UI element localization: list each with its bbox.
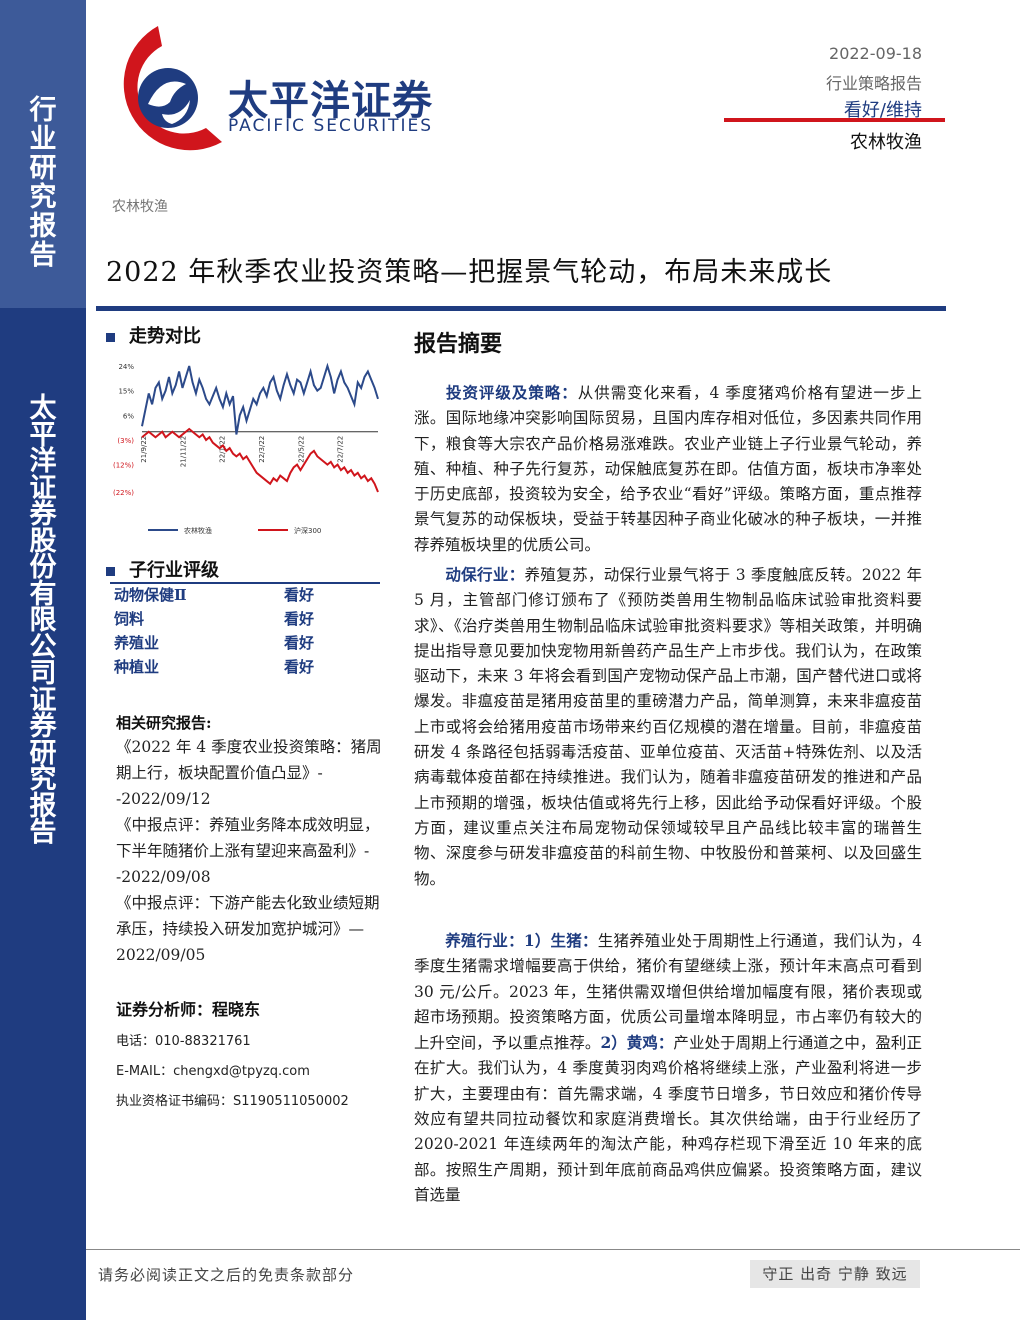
summary-title: 报告摘要	[414, 331, 503, 357]
legend-label: 农林牧渔	[184, 526, 212, 535]
rating-row-name: 种植业	[114, 658, 160, 676]
paragraph-text: 产业处于周期上行通道之中，盈利正在扩大。我们认为，4 季度黄羽肉鸡价格将继续上涨…	[414, 1034, 922, 1204]
footer-disclaimer: 请务必阅读正文之后的免责条款部分	[98, 1266, 355, 1284]
logo-mark-icon	[123, 26, 222, 151]
rating-row-value: 看好	[284, 610, 315, 628]
rating-row-value: 看好	[284, 658, 315, 676]
logo-text-en: PACIFIC SECURITIES	[228, 116, 434, 136]
page-title: 2022 年秋季农业投资策略—把握景气轮动，布局未来成长	[106, 257, 833, 288]
report-type: 行业策略报告	[825, 74, 922, 93]
logo-text-cn: 太平洋证券	[228, 78, 433, 124]
summary-paragraph: 养殖行业：1）生猪：生猪养殖业处于周期性上行通道，我们认为，4 季度生猪需求增幅…	[414, 928, 922, 1208]
y-tick-label: (12%)	[113, 462, 134, 470]
x-tick-label: 22/1/22	[219, 436, 227, 463]
y-tick-label: 15%	[118, 388, 134, 396]
rating-row-name: 动物保健Ⅱ	[114, 586, 187, 604]
y-tick-label: 6%	[123, 412, 134, 420]
rating-row-name: 饲料	[114, 610, 145, 628]
bullet-square-icon	[106, 566, 115, 576]
paragraph-label: 2）黄鸡：	[600, 1033, 674, 1053]
paragraph-label: 投资评级及策略：	[445, 383, 578, 402]
paragraph-label: 养殖行业：1）生猪：	[445, 931, 598, 950]
related-report-link[interactable]: 《中报点评：养殖业务降本成效明显，下半年随猪价上涨有望迎来高盈利》--2022/…	[116, 816, 380, 886]
related-report-link[interactable]: 《中报点评：下游产能去化致业绩短期承压，持续投入研发加宽护城河》—2022/09…	[116, 894, 380, 964]
related-reports-title: 相关研究报告:	[116, 714, 212, 732]
legend-label: 沪深300	[294, 526, 321, 535]
paragraph-text: 养殖复苏，动保行业景气将于 3 季度触底反转。2022 年 5 月，主管部门修订…	[414, 566, 922, 888]
paragraph-text: 从供需变化来看，4 季度猪鸡价格有望进一步上涨。国际地缘冲突影响国际贸易，且国内…	[414, 384, 922, 554]
x-tick-label: 21/9/22	[140, 436, 148, 463]
footer-motto: 守正 出奇 宁静 致远	[750, 1260, 920, 1288]
analyst-license: 执业资格证书编码：S1190511050002	[116, 1094, 349, 1109]
ratings-divider	[110, 582, 380, 584]
analyst-phone: 电话：010-88321761	[116, 1034, 251, 1049]
summary-paragraph: 动保行业：养殖复苏，动保行业景气将于 3 季度触底反转。2022 年 5 月，主…	[414, 562, 922, 892]
breadcrumb: 农林牧渔	[112, 199, 168, 215]
trend-heading: 走势对比	[106, 322, 201, 348]
sidebar-top-label: 行业研究报告	[29, 95, 57, 271]
header-accent-bar	[724, 118, 945, 122]
x-tick-label: 22/7/22	[337, 436, 345, 463]
sub-ratings-heading: 子行业评级	[106, 556, 219, 582]
x-tick-label: 22/5/22	[297, 436, 305, 463]
bullet-square-icon	[106, 332, 115, 342]
paragraph-label: 动保行业：	[445, 565, 525, 584]
analyst-name: 证券分析师：程晓东	[116, 1000, 261, 1019]
trend-heading-text: 走势对比	[129, 326, 201, 347]
trend-chart: 24% 15% 6% (3%) (12%) (22%) 21/9/22 21/11/22 22/…	[113, 362, 379, 535]
industry-sector: 农林牧渔	[850, 132, 922, 153]
footer-divider	[86, 1249, 1020, 1250]
rating-row-name: 养殖业	[114, 634, 160, 652]
sub-ratings-heading-text: 子行业评级	[129, 560, 219, 581]
analyst-email[interactable]: E-MAIL：chengxd@tpyzq.com	[116, 1064, 310, 1079]
report-date: 2022-09-18	[829, 44, 922, 63]
sidebar-bottom-band: 太平洋证券股份有限公司证券研究报告	[0, 308, 86, 1320]
summary-paragraph: 投资评级及策略：从供需变化来看，4 季度猪鸡价格有望进一步上涨。国际地缘冲突影响…	[414, 380, 922, 558]
sidebar-bottom-label: 太平洋证券股份有限公司证券研究报告	[29, 393, 57, 848]
x-tick-label: 21/11/22	[179, 436, 187, 467]
rating-row-value: 看好	[284, 586, 315, 604]
y-tick-label: 24%	[118, 363, 134, 371]
series-line	[141, 362, 379, 435]
industry-rating: 看好/维持	[843, 100, 922, 121]
sidebar-top-band: 行业研究报告	[0, 0, 86, 308]
series-line	[141, 427, 379, 493]
y-tick-label: (22%)	[113, 489, 134, 497]
x-tick-label: 22/3/22	[258, 436, 266, 463]
title-divider	[96, 306, 946, 311]
company-logo: 太平洋证券 PACIFIC SECURITIES	[104, 18, 444, 166]
paragraph-text: 生猪养殖业处于周期性上行通道，我们认为，4 季度生猪需求增幅要高于供给，猪价有望…	[414, 932, 922, 1053]
y-tick-label: (3%)	[117, 437, 134, 445]
rating-row-value: 看好	[284, 634, 315, 652]
related-report-link[interactable]: 《2022 年 4 季度农业投资策略：猪周期上行，板块配置价值凸显》--2022…	[116, 738, 382, 808]
